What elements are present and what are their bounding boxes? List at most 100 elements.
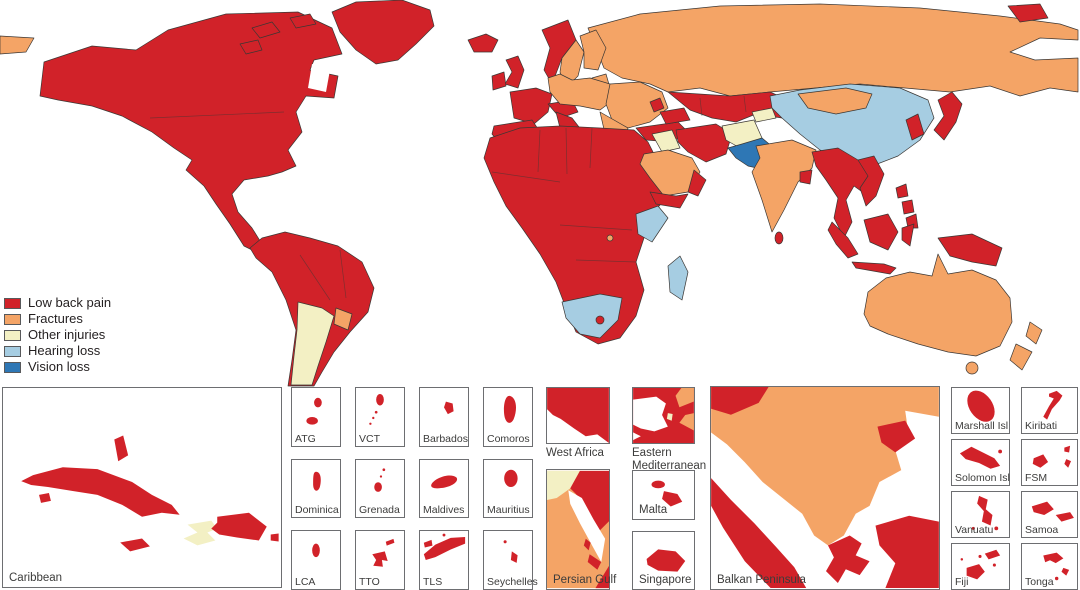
- inset-label-maldives: Maldives: [423, 504, 465, 516]
- comoros-map: [503, 395, 517, 423]
- world-map: [0, 0, 1079, 387]
- region-oman: [687, 169, 707, 197]
- malta-island: [662, 491, 683, 507]
- region-south-africa: [561, 293, 623, 339]
- inset-label-west-africa: West Africa: [546, 447, 604, 459]
- inset-label-tonga: Tonga: [1025, 576, 1054, 588]
- inset-box-lca: LCA: [291, 530, 341, 590]
- legend-label-hearing-loss: Hearing loss: [28, 343, 101, 358]
- inset-label-fiji: Fiji: [955, 576, 969, 588]
- dominican-republic: [211, 512, 267, 541]
- singapore-island: [646, 549, 686, 572]
- barbados-map: [444, 401, 454, 415]
- balkan-italy: [711, 478, 807, 589]
- maldives-map: [431, 475, 458, 489]
- legend-swatch-vision-loss: [4, 361, 21, 373]
- legend-label-low-back-pain: Low back pain: [28, 295, 112, 310]
- region-philippines-3: [905, 213, 919, 229]
- region-sumatra: [827, 221, 859, 259]
- vct-map: [369, 393, 384, 425]
- inset-box-atg: ATG: [291, 387, 341, 447]
- region-mongolia: [797, 87, 873, 115]
- region-russia: [587, 3, 1079, 97]
- fsm-speck-2: [1064, 459, 1072, 468]
- mauritius-island: [504, 469, 518, 488]
- inset-label-persian-gulf: Persian Gulf: [553, 574, 617, 586]
- inset-label-balkan-peninsula: Balkan Peninsula: [717, 574, 806, 586]
- fiji-speck-2: [992, 563, 996, 567]
- samoa-island-1: [1031, 501, 1054, 515]
- legend-label-vision-loss: Vision loss: [28, 359, 90, 374]
- inset-box-eastern-mediterranean: [632, 387, 695, 444]
- inset-label-seychelles: Seychelles: [487, 576, 538, 588]
- region-kenya: [635, 205, 669, 243]
- grenada-speck-1: [382, 468, 386, 472]
- region-arctic-island-1: [251, 21, 281, 39]
- grenada-speck-2: [379, 475, 383, 478]
- inset-label-eastern: Eastern: [632, 447, 672, 459]
- region-iran: [675, 123, 733, 163]
- region-australia: [863, 253, 1013, 357]
- fsm-speck-1: [1064, 445, 1071, 453]
- region-ireland: [491, 71, 507, 91]
- inset-box-grenada: Grenada: [355, 459, 405, 518]
- inset-box-comoros: Comoros: [483, 387, 533, 447]
- grenadine-3: [369, 422, 372, 425]
- inset-box-solomon-isl: Solomon Isl: [951, 439, 1010, 486]
- inset-label-eastern-mediterranean: Eastern Mediterranean: [632, 447, 706, 472]
- tonga-speck-2: [1054, 576, 1059, 581]
- region-sulawesi: [901, 223, 915, 247]
- haiti: [183, 520, 218, 546]
- pg-qatar: [583, 538, 591, 551]
- inset-label-samoa: Samoa: [1025, 524, 1059, 536]
- region-caucasus: [659, 107, 691, 125]
- region-sri-lanka: [774, 231, 784, 245]
- region-arctic-island-2: [289, 13, 317, 29]
- region-greenland: [331, 0, 435, 65]
- region-kyrgyz-tajik: [751, 107, 777, 123]
- fiji-viti-levu: [966, 564, 985, 580]
- tobago-island: [385, 538, 395, 546]
- inset-label-mediterranean: Mediterranean: [632, 459, 707, 472]
- legend-swatch-fractures: [4, 313, 21, 325]
- region-moldova: [649, 97, 665, 113]
- region-nz-north: [1025, 321, 1043, 345]
- legend-swatch-hearing-loss: [4, 345, 21, 357]
- solomon-island: [959, 446, 1001, 469]
- jamaica: [120, 538, 150, 552]
- inset-label-marshall-isl: Marshall Isl: [955, 420, 1009, 432]
- inset-box-barbados: Barbados: [419, 387, 469, 447]
- balkan-turkey: [875, 515, 939, 589]
- inset-label-comoros: Comoros: [487, 433, 530, 445]
- inset-label-tls: TLS: [423, 576, 443, 588]
- inset-box-tto: TTO: [355, 530, 405, 590]
- legend-item-hearing-loss: Hearing loss: [4, 343, 111, 359]
- region-india: [751, 139, 817, 233]
- vanuatu-map: [971, 495, 999, 531]
- inset-label-grenada: Grenada: [359, 504, 400, 516]
- region-japan: [933, 91, 963, 141]
- fiji-vanua-levu: [984, 549, 1001, 560]
- vanuatu-speck-2: [971, 526, 975, 530]
- region-philippines-1: [895, 183, 909, 199]
- mahe-island: [510, 551, 518, 563]
- inset-box-persian-gulf: Persian Gulf: [546, 469, 616, 590]
- balkan-moldova: [877, 420, 916, 453]
- legend-item-fractures: Fractures: [4, 311, 111, 327]
- grenadine-1: [374, 410, 378, 414]
- region-eastern-europe: [605, 81, 669, 129]
- inset-box-maldives: Maldives: [419, 459, 469, 518]
- legend-label-other-injuries: Other injuries: [28, 327, 106, 342]
- fiji-speck-1: [978, 554, 982, 558]
- region-bangladesh: [799, 169, 813, 185]
- inset-label-malta: Malta: [639, 504, 668, 516]
- solomon-speck: [998, 449, 1003, 454]
- inset-box-mauritius: Mauritius: [483, 459, 533, 518]
- west-africa-map: [547, 388, 609, 443]
- pg-iraq-land: [547, 470, 580, 500]
- persian-gulf-map: [547, 470, 609, 589]
- lca-map: [312, 543, 320, 558]
- persian-gulf-water: [568, 490, 606, 562]
- balkan-austria: [711, 387, 769, 415]
